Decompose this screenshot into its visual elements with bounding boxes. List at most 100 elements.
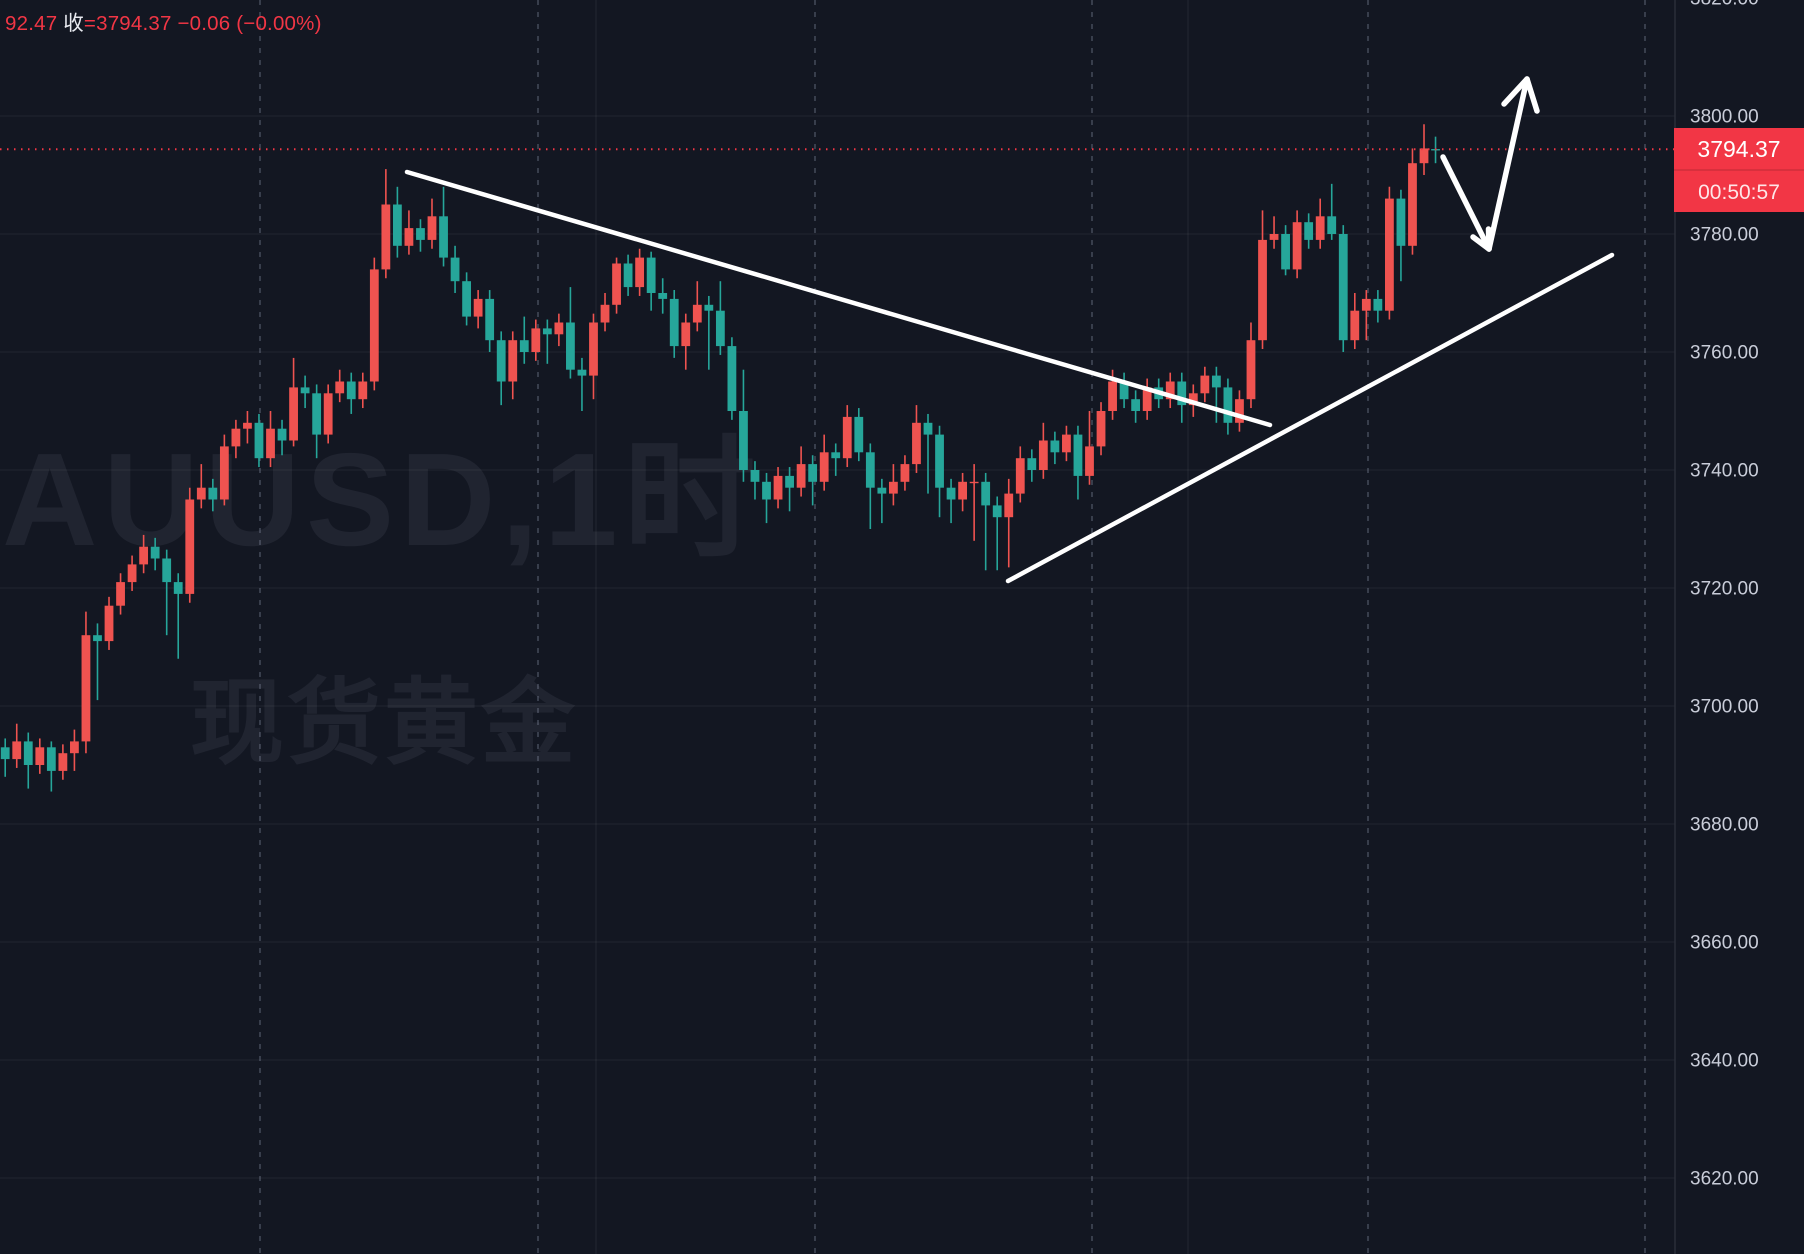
candle (542, 319, 552, 364)
candle (496, 331, 506, 406)
candle (1258, 210, 1267, 350)
candle (196, 464, 206, 509)
candle (1361, 290, 1371, 341)
candle (531, 319, 541, 361)
candle (277, 419, 287, 456)
candle (312, 384, 322, 459)
candle (473, 290, 483, 329)
candle (289, 357, 298, 447)
candle (104, 596, 114, 650)
candle (0, 738, 10, 777)
candle (739, 369, 748, 482)
arrow-up-projection[interactable] (1486, 76, 1540, 252)
candle (981, 472, 991, 571)
candle (773, 467, 783, 509)
last-price-value: 3794.37 (1697, 136, 1780, 162)
candle (1350, 293, 1360, 350)
price-axis-label: 3640.00 (1690, 1051, 1759, 1072)
candle (900, 455, 910, 491)
candle (612, 257, 621, 314)
legend-close-label: 收 (57, 12, 84, 35)
candle (1165, 372, 1175, 409)
candle (923, 413, 933, 494)
candle (58, 744, 68, 780)
candle (1315, 198, 1325, 249)
candle (1408, 148, 1417, 255)
legend-close-change: =3794.37 −0.06 (−0.00%) (83, 12, 322, 35)
candle (658, 278, 668, 314)
candle (1200, 366, 1210, 403)
candle (1085, 411, 1094, 485)
candle (623, 254, 633, 296)
candle (266, 411, 275, 468)
arrow-down-projection[interactable] (1440, 154, 1492, 252)
candle (150, 537, 160, 571)
candle (1223, 378, 1233, 435)
candle (162, 549, 172, 636)
candle (381, 169, 391, 279)
candle (969, 464, 979, 541)
candle (750, 461, 760, 500)
candle (865, 443, 875, 529)
candle (404, 210, 414, 255)
candle (219, 434, 229, 506)
candle (854, 408, 864, 462)
price-axis-label: 3780.00 (1690, 225, 1759, 246)
candle (70, 729, 79, 771)
candle (1062, 425, 1071, 462)
candle (208, 478, 218, 512)
descending-resistance[interactable] (404, 169, 1273, 428)
candle (566, 287, 575, 379)
candle (842, 405, 852, 468)
candle (439, 186, 448, 267)
price-axis-label: 3820.00 (1690, 0, 1759, 10)
candle (139, 534, 149, 574)
price-axis-label: 3700.00 (1690, 697, 1759, 718)
candle (450, 245, 460, 293)
candle (727, 337, 737, 420)
candle (508, 331, 518, 400)
candle (23, 732, 33, 789)
candle (519, 316, 529, 364)
candle (785, 467, 794, 512)
candle (589, 313, 598, 400)
candle (1373, 290, 1383, 323)
candle (116, 573, 125, 615)
candle (1004, 478, 1014, 568)
candle (335, 369, 345, 403)
candle (819, 434, 829, 491)
candle (600, 293, 610, 332)
candle (1038, 422, 1048, 479)
candle (35, 738, 45, 774)
candle (831, 443, 841, 476)
candle (958, 472, 968, 512)
candle (1419, 124, 1429, 175)
candle (173, 573, 183, 659)
symbol-legend: 92.47 收=3794.37 −0.06 (−0.00%) (5, 6, 322, 36)
candle (1073, 425, 1083, 500)
candle (1096, 402, 1106, 456)
candle (646, 251, 656, 311)
candle (669, 290, 679, 358)
candle (1119, 372, 1129, 409)
grid-layer (0, 0, 1675, 1254)
candle (935, 425, 944, 518)
candle (1281, 225, 1290, 276)
candle (46, 741, 56, 792)
candle (416, 219, 425, 252)
candle (877, 478, 887, 524)
candle (300, 375, 310, 409)
price-axis-label: 3680.00 (1690, 815, 1759, 836)
candle (946, 478, 956, 524)
price-axis-label: 3620.00 (1690, 1169, 1759, 1190)
ascending-support[interactable] (1005, 252, 1615, 584)
candle (427, 198, 437, 249)
price-axis-label: 3760.00 (1690, 343, 1759, 364)
price-axis-label: 3660.00 (1690, 933, 1759, 954)
candle (1338, 225, 1348, 352)
candle (127, 555, 137, 591)
candle (1396, 189, 1406, 282)
candle (185, 487, 195, 603)
